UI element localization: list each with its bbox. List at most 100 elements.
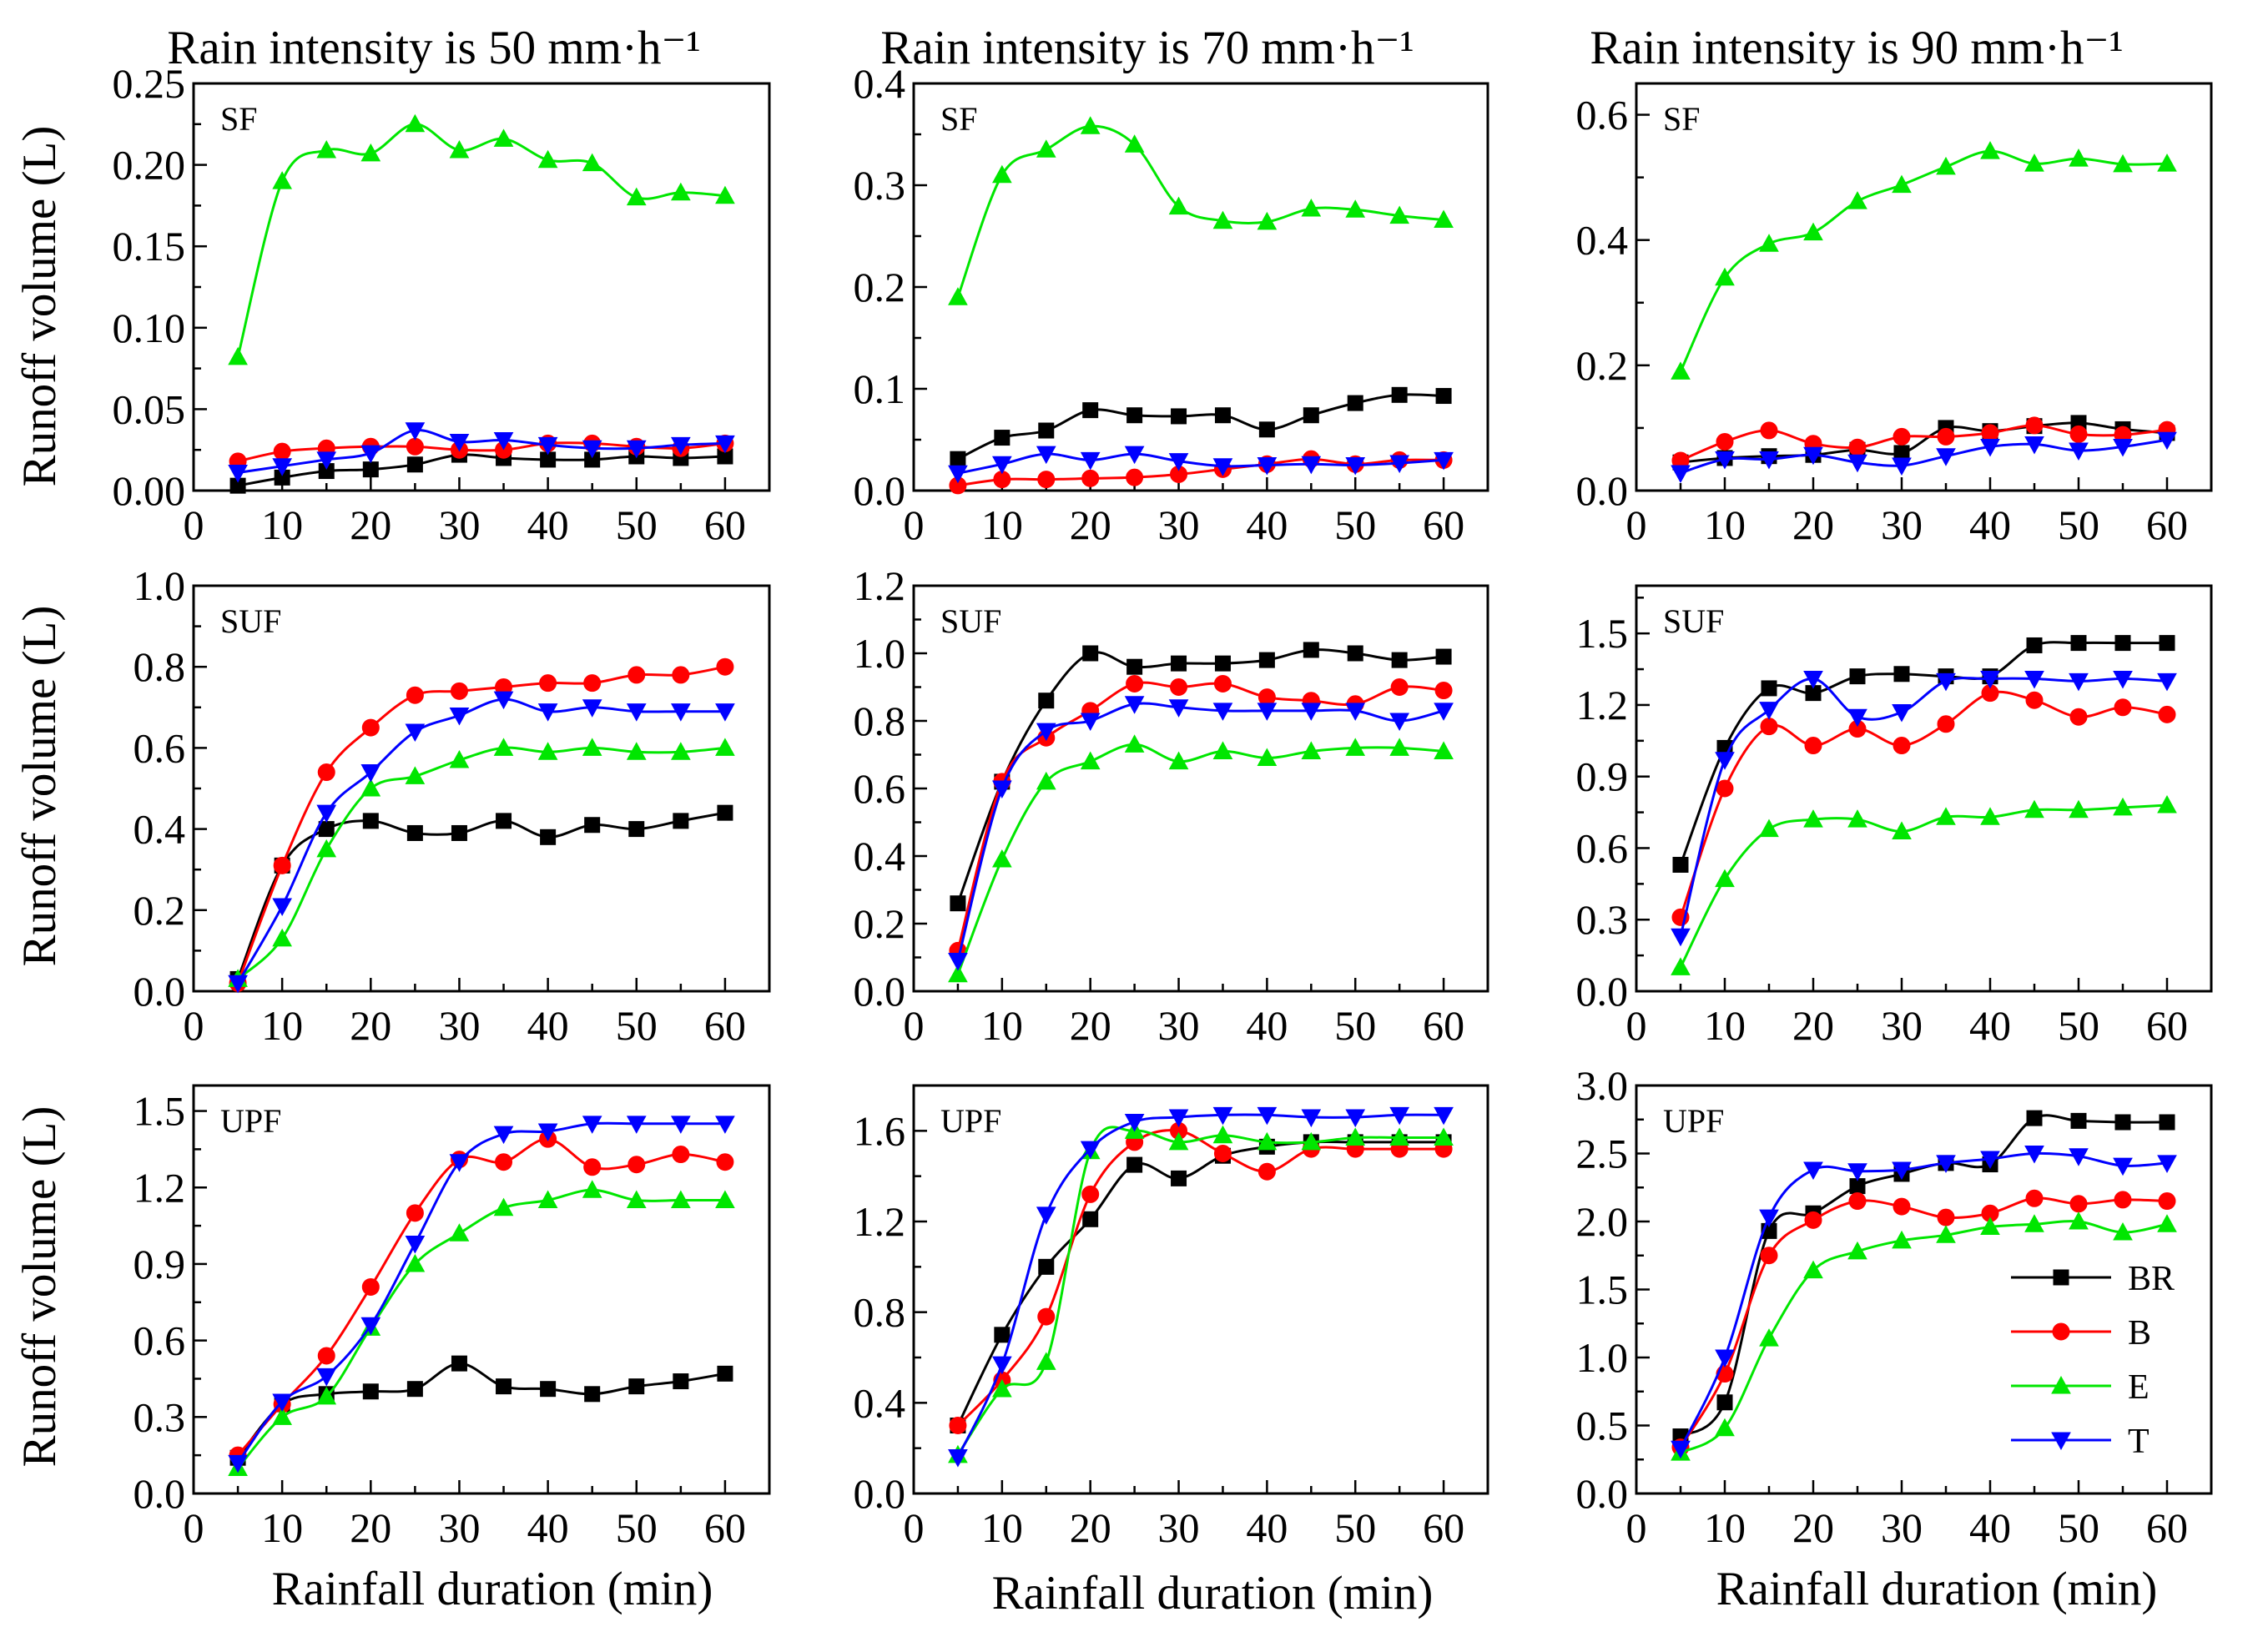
x-tick-label: 0 (904, 501, 925, 548)
data-point-T (1301, 703, 1322, 721)
data-point-E (1168, 196, 1189, 215)
series-BR (229, 446, 733, 494)
y-tick-label: 0.5 (1576, 1403, 1629, 1449)
data-point-E (582, 153, 602, 172)
data-point-T (1212, 703, 1233, 721)
data-point-B (1760, 1247, 1778, 1265)
y-tick-label: 0.2 (854, 264, 906, 310)
y-tick-label: 0.0 (854, 1470, 906, 1517)
series-T (228, 691, 735, 994)
data-point-T (1036, 1206, 1056, 1225)
y-tick-label: 3.0 (1576, 1062, 1629, 1109)
x-tick-label: 40 (527, 501, 569, 548)
data-point-T (405, 422, 426, 441)
data-point-E (1434, 1127, 1454, 1146)
legend-label: B (2128, 1314, 2151, 1352)
x-tick-label: 0 (184, 1504, 204, 1551)
data-point-E (1803, 809, 1823, 828)
data-point-B (672, 666, 690, 684)
data-point-B (1716, 432, 1734, 451)
data-point-BR (1171, 1170, 1187, 1186)
legend-item-BR: BR (2011, 1260, 2175, 1298)
data-point-E (626, 1190, 647, 1209)
x-tick-label: 0 (1626, 1002, 1647, 1049)
data-point-B (627, 1156, 646, 1174)
data-point-T (992, 456, 1012, 475)
data-point-B (2114, 698, 2132, 717)
data-point-E (1980, 807, 2000, 825)
data-point-T (493, 691, 514, 710)
data-point-T (582, 699, 602, 718)
row-label: SUF (1663, 602, 1724, 640)
data-point-E (1715, 1418, 1735, 1437)
x-tick-label: 50 (616, 501, 658, 548)
y-tick-label: 0.0 (1576, 467, 1629, 514)
series-line-T (957, 452, 1444, 475)
data-point-E (2069, 1211, 2089, 1230)
y-tick-label: 0.0 (134, 1470, 186, 1517)
data-point-T (1759, 702, 1779, 720)
data-point-BR (994, 430, 1011, 446)
x-tick-label: 60 (1423, 501, 1464, 548)
data-point-T (626, 703, 647, 722)
data-point-B (716, 657, 734, 676)
series-line-E (956, 1126, 1444, 1456)
data-point-E (992, 164, 1012, 184)
data-point-E (1980, 141, 2000, 159)
data-point-BR (1347, 395, 1363, 411)
data-point-T (715, 1116, 735, 1134)
data-point-E (948, 964, 968, 983)
data-point-E (1345, 738, 1366, 756)
data-point-E (1892, 821, 1912, 839)
data-point-E (715, 738, 735, 756)
data-point-E (405, 766, 426, 784)
x-tick-label: 60 (2146, 501, 2188, 548)
y-tick-label: 1.5 (134, 1088, 186, 1135)
data-point-B (406, 686, 424, 704)
data-point-T (1036, 723, 1056, 742)
series-E (1671, 1211, 2177, 1461)
data-point-BR (1082, 402, 1099, 419)
data-point-BR (1391, 386, 1408, 403)
data-point-E (2157, 794, 2177, 813)
data-point-BR (406, 456, 423, 473)
data-point-T (1124, 446, 1145, 465)
data-point-T (1168, 1109, 1189, 1128)
series-line-E (956, 743, 1444, 975)
panel-suf-col-3: 0 10 20 30 40 50 60 0.0 0.3 0.6 0.9 1.2 1.5 SUF (1576, 584, 2213, 1049)
data-point-E (2024, 1214, 2044, 1232)
data-point-T (1168, 699, 1189, 718)
series-line-T (956, 1113, 1444, 1458)
series-T (948, 696, 1454, 971)
data-point-E (360, 778, 381, 797)
data-point-B (1257, 1162, 1276, 1181)
x-tick-label: 60 (704, 501, 746, 548)
series-T (948, 1106, 1454, 1468)
data-point-B (1213, 674, 1232, 693)
data-point-E (1847, 1241, 1867, 1260)
data-point-T (360, 445, 381, 464)
y-tick-label: 0.2 (854, 900, 906, 947)
data-point-B (1126, 468, 1144, 486)
data-point-E (1036, 139, 1056, 158)
series-B (1671, 1189, 2176, 1457)
series-E (228, 113, 735, 365)
data-point-T (1892, 704, 1912, 723)
data-point-B (583, 1158, 602, 1176)
x-tick-label: 10 (1704, 501, 1746, 548)
data-point-B (2025, 691, 2044, 709)
series-T (1671, 431, 2177, 484)
x-tick-label: 20 (1792, 1504, 1834, 1551)
data-point-E (537, 149, 558, 169)
data-point-T (671, 436, 691, 456)
data-point-BR (717, 1365, 733, 1382)
data-point-T (1389, 455, 1409, 474)
data-point-E (1257, 1131, 1278, 1151)
data-point-B (1434, 682, 1453, 700)
data-point-B (1893, 427, 1911, 446)
data-point-E (1345, 1127, 1366, 1146)
y-tick-label: 0.6 (134, 1317, 186, 1364)
data-point-BR (1126, 1156, 1143, 1173)
x-tick-label: 50 (1334, 1504, 1376, 1551)
data-point-E (992, 849, 1012, 868)
